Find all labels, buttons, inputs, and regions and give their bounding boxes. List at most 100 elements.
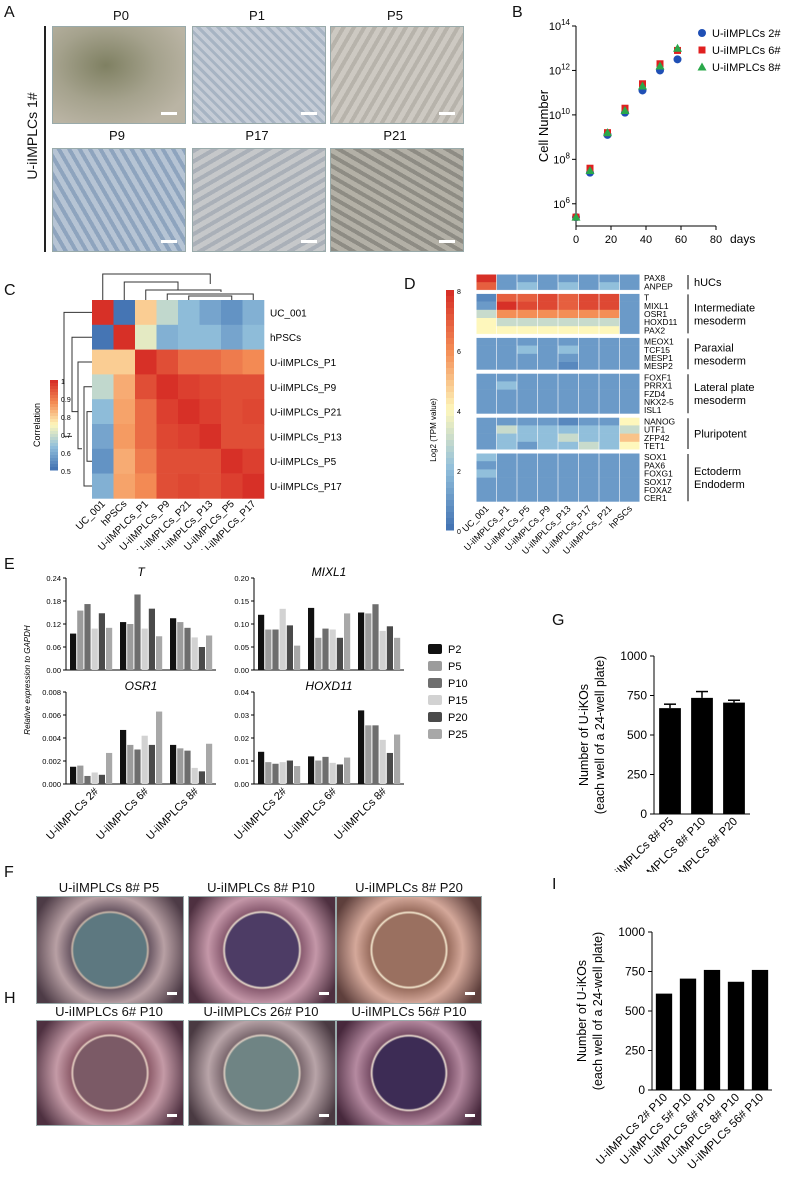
bar [723, 702, 745, 814]
heatmap-cell [476, 441, 497, 451]
heatmap-cell [619, 337, 641, 346]
heatmap-cell [619, 485, 641, 495]
gene-label: ZFP42 [644, 433, 670, 443]
group-label: Ectoderm [694, 466, 741, 478]
heatmap-cell [156, 374, 179, 400]
heatmap-cell [113, 349, 136, 375]
heatmap-cell [496, 417, 518, 426]
bar [679, 978, 697, 1090]
gene-label: NKX2-5 [644, 397, 674, 407]
colorbar-segment [50, 449, 58, 453]
bar [272, 629, 279, 670]
colorbar-segment [50, 380, 58, 384]
dendrogram-left [77, 361, 92, 450]
bar [98, 774, 105, 784]
heatmap-cell [156, 399, 179, 425]
heatmap-cell [517, 389, 538, 399]
bar [308, 756, 315, 784]
y-tick-label: 500 [627, 728, 647, 742]
heatmap-cell [199, 349, 222, 375]
y-tick-label: 0.004 [42, 734, 61, 743]
bar [191, 767, 198, 784]
bar [148, 744, 155, 784]
x-tick-label: 40 [640, 234, 652, 246]
legend-swatch [428, 729, 442, 739]
colorbar-segment [446, 332, 454, 339]
bar [336, 637, 343, 670]
heatmap-cell [537, 318, 559, 327]
heatmap-cell [537, 309, 559, 319]
colorbar-segment [50, 392, 58, 396]
heatmap-cell [558, 397, 579, 407]
group-label: Endoderm [694, 479, 745, 491]
heatmap-cell [496, 389, 518, 399]
colorbar-segment [446, 356, 454, 363]
well-image-8-p5 [36, 896, 184, 1004]
well-image-26-p10 [188, 1020, 336, 1126]
heatmap-cell [476, 381, 497, 390]
colorbar-tick: 0.9 [61, 397, 71, 404]
heatmap-cell [113, 324, 136, 350]
heatmap-cell [578, 425, 600, 434]
heatmap-cell [619, 453, 641, 462]
heatmap-cell [242, 300, 265, 326]
heatmap-cell [537, 301, 559, 311]
well-label-26-p10: U-iIMPLCs 26# P10 [203, 1004, 319, 1019]
y-tick-label: 0.01 [234, 757, 249, 766]
heatmap-cell [558, 381, 579, 390]
gene-label: PRRX1 [644, 381, 673, 391]
heatmap-cell [578, 362, 600, 371]
heatmap-cell [517, 494, 538, 503]
bar [265, 762, 272, 784]
heatmap-cell [496, 425, 518, 434]
heatmap-cell [476, 406, 497, 415]
heatmap-cell [599, 345, 620, 355]
heatmap-cell [599, 469, 620, 478]
heatmap-cell [178, 349, 200, 375]
y-tick-label: 0.24 [46, 574, 61, 583]
heatmap-cell [242, 374, 265, 400]
colorbar-tick: 2 [457, 469, 461, 476]
heatmap-cell [156, 424, 179, 450]
panel-letter-h: H [4, 990, 16, 1007]
heatmap-cell [599, 461, 620, 470]
heatmap-cell [537, 485, 559, 495]
heatmap-cell [517, 301, 538, 311]
dendrogram-top [166, 293, 254, 300]
y-tick-label: 0.03 [234, 711, 249, 720]
heatmap-cell [558, 469, 579, 478]
bar [91, 628, 98, 670]
colorbar-segment [50, 455, 58, 459]
bar [127, 624, 134, 670]
micrograph-p9 [52, 148, 186, 252]
colorbar-segment [446, 308, 454, 315]
heatmap-cell [135, 324, 157, 350]
heatmap-cell [517, 477, 538, 487]
heatmap-cell [199, 448, 222, 474]
heatmap-cell [156, 324, 179, 350]
heatmap-cell [599, 353, 620, 363]
bar [344, 613, 351, 670]
gene-label: FOXA2 [644, 485, 672, 495]
bar [394, 734, 401, 784]
colorbar-segment [446, 362, 454, 369]
colorbar-segment [50, 404, 58, 408]
heatmap-cell [537, 433, 559, 443]
legend-marker [698, 46, 706, 54]
heatmap-cell [113, 399, 136, 425]
heatmap-cell [221, 448, 243, 474]
heatmap-cell [558, 301, 579, 311]
y-tick-label: 108 [553, 151, 570, 166]
bar [727, 981, 745, 1090]
heatmap-cell [599, 318, 620, 327]
heatmap-cell [619, 345, 641, 355]
colorbar-segment [50, 467, 58, 471]
colorbar-segment [446, 380, 454, 387]
heatmap-cell [537, 326, 559, 335]
chart-title: HOXD11 [305, 679, 352, 693]
row-label: U-iIMPLCs_P21 [270, 408, 342, 419]
colorbar-segment [50, 431, 58, 435]
heatmap-cell [619, 353, 641, 363]
legend-label: U-iIMPLCs 8# [712, 62, 781, 74]
